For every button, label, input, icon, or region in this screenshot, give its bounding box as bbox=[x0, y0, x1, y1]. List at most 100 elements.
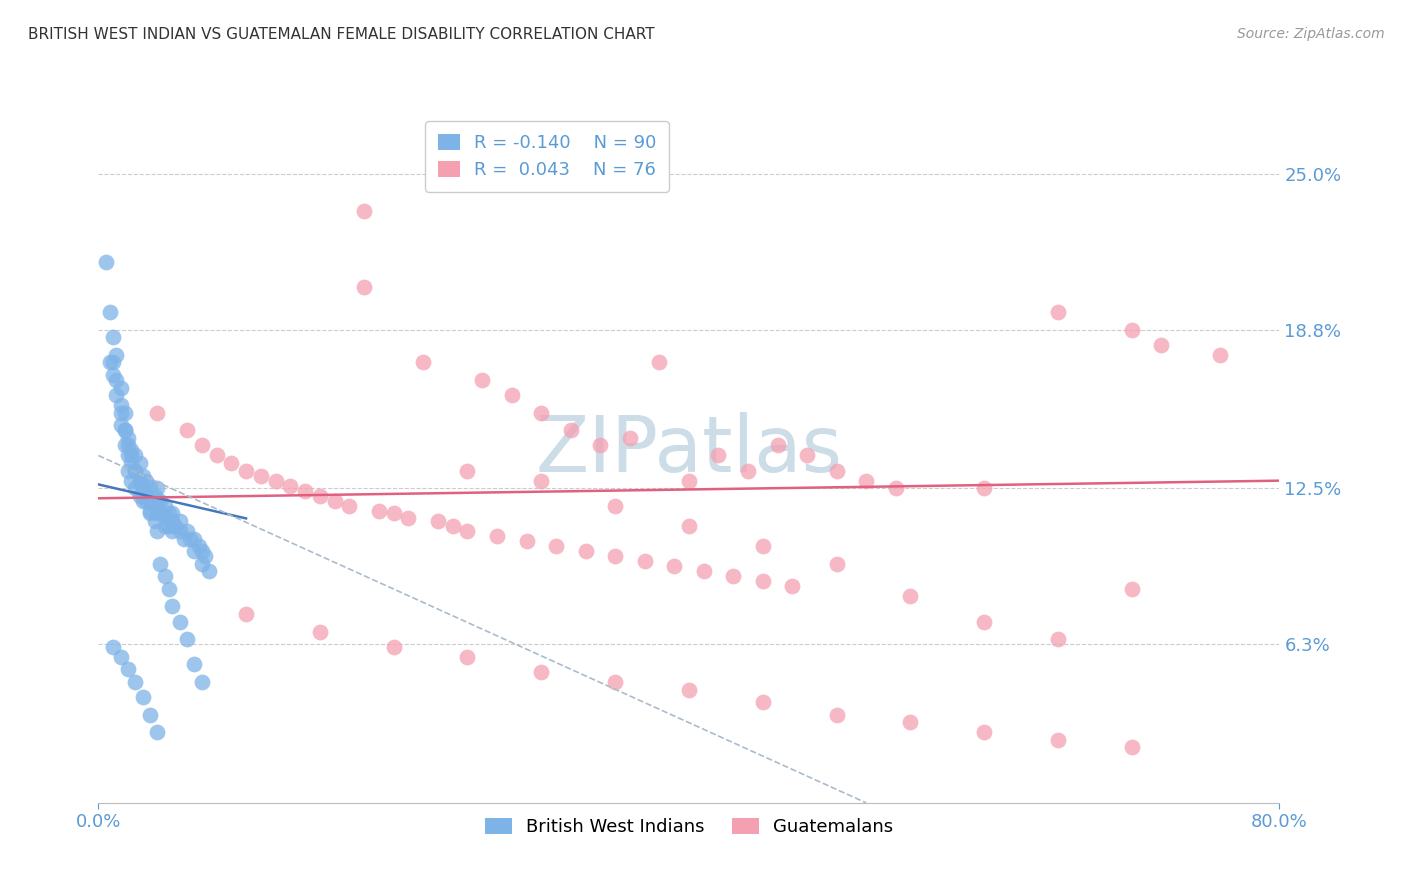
Point bbox=[110, 418, 132, 433]
Point bbox=[191, 675, 214, 690]
Point bbox=[146, 406, 169, 420]
Point bbox=[176, 524, 198, 538]
Point bbox=[796, 449, 818, 463]
Point bbox=[139, 493, 162, 508]
Point bbox=[128, 474, 150, 488]
Point bbox=[605, 675, 627, 690]
Point bbox=[149, 507, 172, 521]
Point bbox=[1150, 338, 1173, 352]
Point bbox=[110, 406, 132, 420]
Point bbox=[128, 489, 150, 503]
Point bbox=[117, 662, 139, 676]
Point bbox=[124, 481, 146, 495]
Point bbox=[103, 355, 125, 369]
Point bbox=[191, 544, 214, 558]
Point bbox=[110, 649, 132, 664]
Point bbox=[825, 464, 848, 478]
Point bbox=[353, 280, 375, 294]
Point bbox=[146, 507, 169, 521]
Point bbox=[139, 504, 162, 518]
Point bbox=[693, 564, 716, 578]
Point bbox=[146, 493, 169, 508]
Text: Source: ZipAtlas.com: Source: ZipAtlas.com bbox=[1237, 27, 1385, 41]
Point bbox=[707, 449, 730, 463]
Point bbox=[1046, 632, 1070, 647]
Point bbox=[146, 524, 169, 538]
Point bbox=[664, 559, 686, 574]
Point bbox=[117, 431, 139, 445]
Point bbox=[103, 330, 125, 344]
Point bbox=[309, 624, 332, 639]
Point bbox=[124, 449, 146, 463]
Point bbox=[120, 443, 142, 458]
Point bbox=[723, 569, 745, 583]
Point bbox=[825, 707, 848, 722]
Point bbox=[132, 468, 155, 483]
Point bbox=[235, 607, 257, 621]
Point bbox=[153, 508, 176, 523]
Point bbox=[143, 489, 166, 503]
Point bbox=[132, 483, 155, 498]
Legend: British West Indians, Guatemalans: British West Indians, Guatemalans bbox=[477, 811, 901, 843]
Text: BRITISH WEST INDIAN VS GUATEMALAN FEMALE DISABILITY CORRELATION CHART: BRITISH WEST INDIAN VS GUATEMALAN FEMALE… bbox=[28, 27, 655, 42]
Point bbox=[143, 499, 166, 513]
Point bbox=[103, 368, 125, 382]
Point bbox=[103, 640, 125, 654]
Point bbox=[165, 519, 187, 533]
Point bbox=[194, 549, 217, 564]
Point bbox=[457, 524, 479, 538]
Point bbox=[530, 474, 553, 488]
Point bbox=[605, 499, 627, 513]
Point bbox=[382, 640, 405, 654]
Point bbox=[114, 423, 136, 437]
Point bbox=[546, 539, 568, 553]
Point bbox=[143, 514, 166, 528]
Point bbox=[169, 524, 191, 538]
Point bbox=[752, 574, 775, 589]
Point bbox=[619, 431, 641, 445]
Point bbox=[782, 579, 804, 593]
Point bbox=[1121, 740, 1143, 755]
Point bbox=[176, 423, 198, 437]
Point bbox=[110, 398, 132, 412]
Point bbox=[294, 483, 316, 498]
Point bbox=[139, 478, 162, 492]
Point bbox=[153, 569, 176, 583]
Point bbox=[486, 529, 509, 543]
Point bbox=[114, 423, 136, 437]
Point bbox=[149, 557, 172, 571]
Point bbox=[105, 388, 128, 402]
Point bbox=[634, 554, 657, 568]
Point bbox=[110, 380, 132, 394]
Point bbox=[264, 474, 287, 488]
Point bbox=[752, 539, 775, 553]
Point bbox=[139, 507, 162, 521]
Point bbox=[752, 695, 775, 709]
Point bbox=[412, 355, 434, 369]
Point bbox=[128, 456, 150, 470]
Point bbox=[530, 406, 553, 420]
Point bbox=[139, 707, 162, 722]
Point bbox=[1046, 305, 1070, 319]
Point bbox=[149, 493, 172, 508]
Point bbox=[678, 474, 700, 488]
Point bbox=[323, 493, 346, 508]
Point bbox=[94, 254, 117, 268]
Point bbox=[589, 438, 612, 452]
Point bbox=[179, 532, 201, 546]
Point bbox=[183, 532, 205, 546]
Point bbox=[187, 539, 209, 553]
Point bbox=[280, 478, 302, 492]
Point bbox=[575, 544, 598, 558]
Point bbox=[114, 406, 136, 420]
Point bbox=[124, 675, 146, 690]
Point bbox=[457, 464, 479, 478]
Point bbox=[398, 511, 420, 525]
Point bbox=[146, 481, 169, 495]
Point bbox=[441, 519, 464, 533]
Point bbox=[973, 615, 995, 629]
Text: ZIPatlas: ZIPatlas bbox=[536, 412, 842, 489]
Point bbox=[183, 544, 205, 558]
Point bbox=[471, 373, 494, 387]
Point bbox=[162, 507, 183, 521]
